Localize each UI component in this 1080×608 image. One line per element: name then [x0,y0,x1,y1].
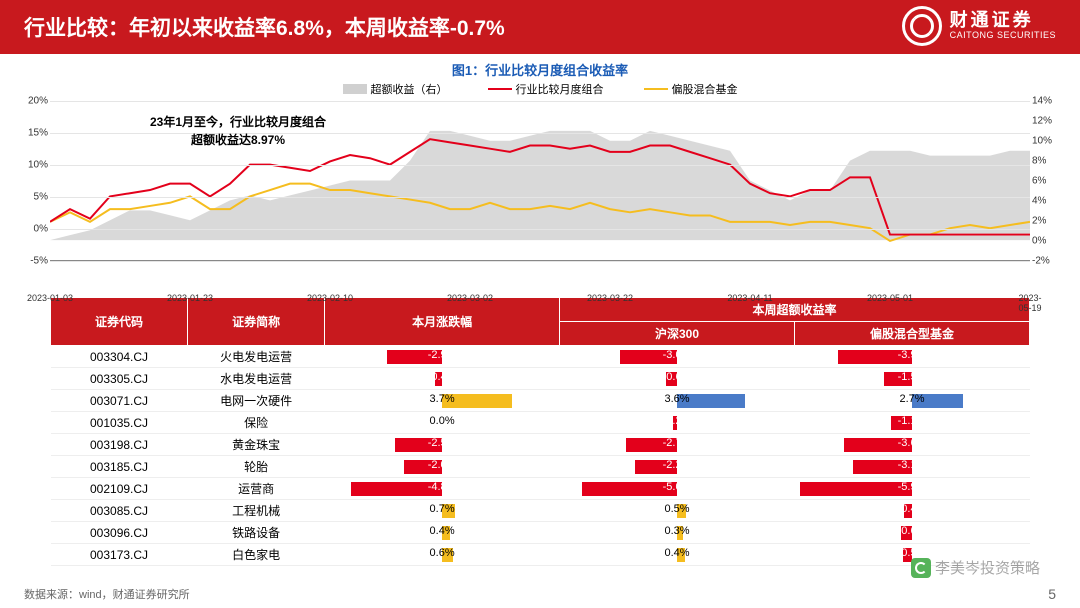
table-body: 003304.CJ火电发电运营-2.9%-3.0%-3.9%003305.CJ水… [51,346,1030,566]
table-row: 003071.CJ电网一次硬件3.7%3.6%2.7% [51,390,1030,412]
brand-main: 财通证券 [950,11,1056,31]
chart-legend: 超额收益（右） 行业比较月度组合 偏股混合基金 [0,81,1080,97]
table-row: 003173.CJ白色家电0.6%0.4%-0.5% [51,544,1030,566]
legend-area-label: 超额收益（右） [371,81,448,97]
x-axis: 2023-01-032023-01-232023-02-102023-03-02… [50,293,1030,309]
chart-annotation: 23年1月至今，行业比较月度组合 超额收益达8.97% [150,113,326,149]
header-bar: 行业比较：年初以来收益率6.8%，本周收益率-0.7% 财通证券 CAITONG… [0,0,1080,54]
legend-area-icon [343,84,367,94]
legend-line1-icon [488,88,512,90]
brand: 财通证券 CAITONG SECURITIES [902,6,1056,46]
page-number: 5 [1048,586,1056,602]
brand-icon [902,6,942,46]
watermark: 李美岑投资策略 [911,557,1040,578]
table-row: 003085.CJ工程机械0.7%0.5%-0.4% [51,500,1030,522]
table-row: 003185.CJ轮胎-2.0%-2.2%-3.1% [51,456,1030,478]
data-source: 数据来源：wind，财通证券研究所 [24,586,190,602]
legend-line2-icon [644,88,668,90]
table-row: 003096.CJ铁路设备0.4%0.3%-0.6% [51,522,1030,544]
table-row: 002109.CJ运营商-4.8%-5.0%-5.9% [51,478,1030,500]
brand-sub: CAITONG SECURITIES [950,31,1056,41]
table-row: 003305.CJ水电发电运营-0.4%-0.6%-1.5% [51,368,1030,390]
th-hs300: 沪深300 [560,322,795,346]
table-row: 001035.CJ保险0.0%-0.2%-1.1% [51,412,1030,434]
wechat-icon [911,558,931,578]
page-title: 行业比较：年初以来收益率6.8%，本周收益率-0.7% [24,12,505,42]
chart-plot: 23年1月至今，行业比较月度组合 超额收益达8.97% [50,101,1030,261]
table-row: 003304.CJ火电发电运营-2.9%-3.0%-3.9% [51,346,1030,368]
chart: -5%0%5%10%15%20% -2%0%2%4%6%8%10%12%14% … [50,101,1030,291]
th-fund: 偏股混合型基金 [795,322,1030,346]
performance-table: 证券代码 证券简称 本月涨跌幅 本周超额收益率 沪深300 偏股混合型基金 00… [50,297,1030,566]
y-axis-left: -5%0%5%10%15%20% [10,101,48,261]
y-axis-right: -2%0%2%4%6%8%10%12%14% [1032,101,1070,261]
legend-line1-label: 行业比较月度组合 [516,81,604,97]
chart-title: 图1：行业比较月度组合收益率 [0,60,1080,79]
legend-line2-label: 偏股混合基金 [672,81,738,97]
table-row: 003198.CJ黄金珠宝-2.5%-2.7%-3.6% [51,434,1030,456]
